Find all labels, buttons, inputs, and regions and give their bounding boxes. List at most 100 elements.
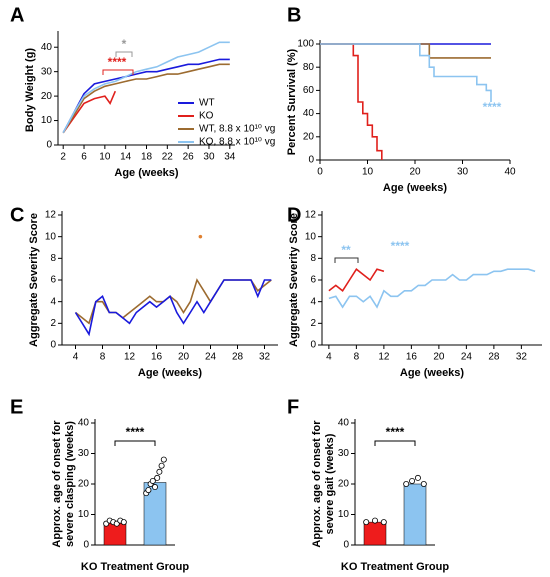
x-tick-label: 4 xyxy=(326,352,332,363)
x-tick-label: 32 xyxy=(259,352,271,363)
legend-label: KO, 8.8 x 10¹⁰ vg xyxy=(199,137,275,148)
y-tick-label: 30 xyxy=(338,448,350,459)
y-tick-label: 20 xyxy=(303,131,315,142)
significance: **** xyxy=(386,425,405,439)
bar xyxy=(363,521,387,546)
bracket xyxy=(334,257,359,263)
y-axis-label: severe clasping (weeks) xyxy=(64,421,76,547)
y-axis-label: Approx. age of onset for xyxy=(311,420,323,548)
x-tick-label: 26 xyxy=(183,152,195,163)
y-tick-label: 10 xyxy=(305,231,317,242)
y-tick-label: 6 xyxy=(310,275,316,286)
data-point xyxy=(145,487,152,494)
y-tick-label: 20 xyxy=(338,479,350,490)
x-tick-label: 18 xyxy=(141,152,153,163)
data-point xyxy=(120,519,127,526)
bar xyxy=(403,483,427,546)
x-tick-label: 32 xyxy=(516,352,528,363)
series-line xyxy=(328,268,536,309)
y-tick-label: 0 xyxy=(343,540,349,551)
legend-label: WT, 8.8 x 10¹⁰ vg xyxy=(199,124,275,135)
x-tick-label: 20 xyxy=(409,167,421,178)
x-tick-label: 4 xyxy=(73,352,79,363)
data-point xyxy=(380,519,387,526)
y-axis-label: Aggregate Severity Score xyxy=(288,213,300,347)
x-axis-label: KO Treatment Group xyxy=(341,561,449,573)
y-tick-label: 40 xyxy=(78,418,90,429)
data-point xyxy=(363,519,370,526)
significance: **** xyxy=(391,239,410,253)
x-tick-label: 24 xyxy=(205,352,217,363)
x-tick-label: 20 xyxy=(178,352,190,363)
y-tick-label: 20 xyxy=(78,479,90,490)
legend-label: KO xyxy=(199,111,214,122)
data-point xyxy=(409,477,416,484)
y-tick-label: 2 xyxy=(310,318,316,329)
series-line xyxy=(62,41,230,134)
data-point xyxy=(160,456,167,463)
x-tick-label: 12 xyxy=(378,352,390,363)
bracket xyxy=(114,440,156,446)
y-tick-label: 8 xyxy=(310,253,316,264)
y-tick-label: 12 xyxy=(45,210,57,221)
y-tick-label: 40 xyxy=(303,108,315,119)
survival-step xyxy=(320,43,383,160)
panel-label: B xyxy=(287,4,301,26)
data-point xyxy=(149,477,156,484)
y-tick-label: 80 xyxy=(303,62,315,73)
data-point xyxy=(154,474,161,481)
x-axis-label: Age (weeks) xyxy=(383,182,448,194)
y-tick-label: 4 xyxy=(50,296,56,307)
y-tick-label: 10 xyxy=(41,115,53,126)
y-tick-label: 8 xyxy=(50,253,56,264)
y-tick-label: 10 xyxy=(45,231,57,242)
y-tick-label: 60 xyxy=(303,85,315,96)
x-tick-label: 2 xyxy=(60,152,66,163)
y-axis-label: Approx. age of onset for xyxy=(51,420,63,548)
survival-step xyxy=(320,43,492,102)
x-axis-label: Age (weeks) xyxy=(400,367,465,379)
data-point xyxy=(156,468,163,475)
x-tick-label: 30 xyxy=(203,152,215,163)
y-axis-label: Aggregate Severity Score xyxy=(28,213,40,347)
x-axis-label: Age (weeks) xyxy=(138,367,203,379)
x-tick-label: 28 xyxy=(232,352,244,363)
y-tick-label: 12 xyxy=(305,210,317,221)
significance: **** xyxy=(108,55,127,69)
y-tick-label: 6 xyxy=(50,275,56,286)
panel-label: A xyxy=(10,4,24,26)
series-line xyxy=(328,268,385,292)
x-tick-label: 8 xyxy=(100,352,106,363)
y-tick-label: 0 xyxy=(308,155,314,166)
x-axis-label: Age (weeks) xyxy=(114,167,179,179)
data-point xyxy=(158,462,165,469)
data-point xyxy=(420,480,427,487)
x-tick-label: 0 xyxy=(317,167,323,178)
data-point xyxy=(151,484,158,491)
significance: **** xyxy=(126,425,145,439)
y-tick-label: 2 xyxy=(50,318,56,329)
y-tick-label: 0 xyxy=(83,540,89,551)
x-tick-label: 12 xyxy=(124,352,136,363)
x-tick-label: 16 xyxy=(406,352,418,363)
x-tick-label: 28 xyxy=(488,352,500,363)
outlier-point xyxy=(198,234,203,239)
x-tick-label: 40 xyxy=(504,167,516,178)
bracket xyxy=(115,51,133,57)
y-tick-label: 10 xyxy=(78,509,90,520)
x-tick-label: 30 xyxy=(457,167,469,178)
y-axis-label: Percent Survival (%) xyxy=(286,48,298,155)
x-tick-label: 16 xyxy=(151,352,163,363)
x-tick-label: 24 xyxy=(461,352,473,363)
bracket xyxy=(102,69,134,75)
series-line xyxy=(62,63,230,134)
significance: * xyxy=(122,37,127,51)
x-tick-label: 8 xyxy=(354,352,360,363)
x-tick-label: 14 xyxy=(120,152,132,163)
y-axis-label: Body Weight (g) xyxy=(24,48,36,132)
panel-label: D xyxy=(287,204,301,226)
y-tick-label: 0 xyxy=(310,340,316,351)
y-tick-label: 40 xyxy=(338,418,350,429)
series-line xyxy=(74,279,272,337)
